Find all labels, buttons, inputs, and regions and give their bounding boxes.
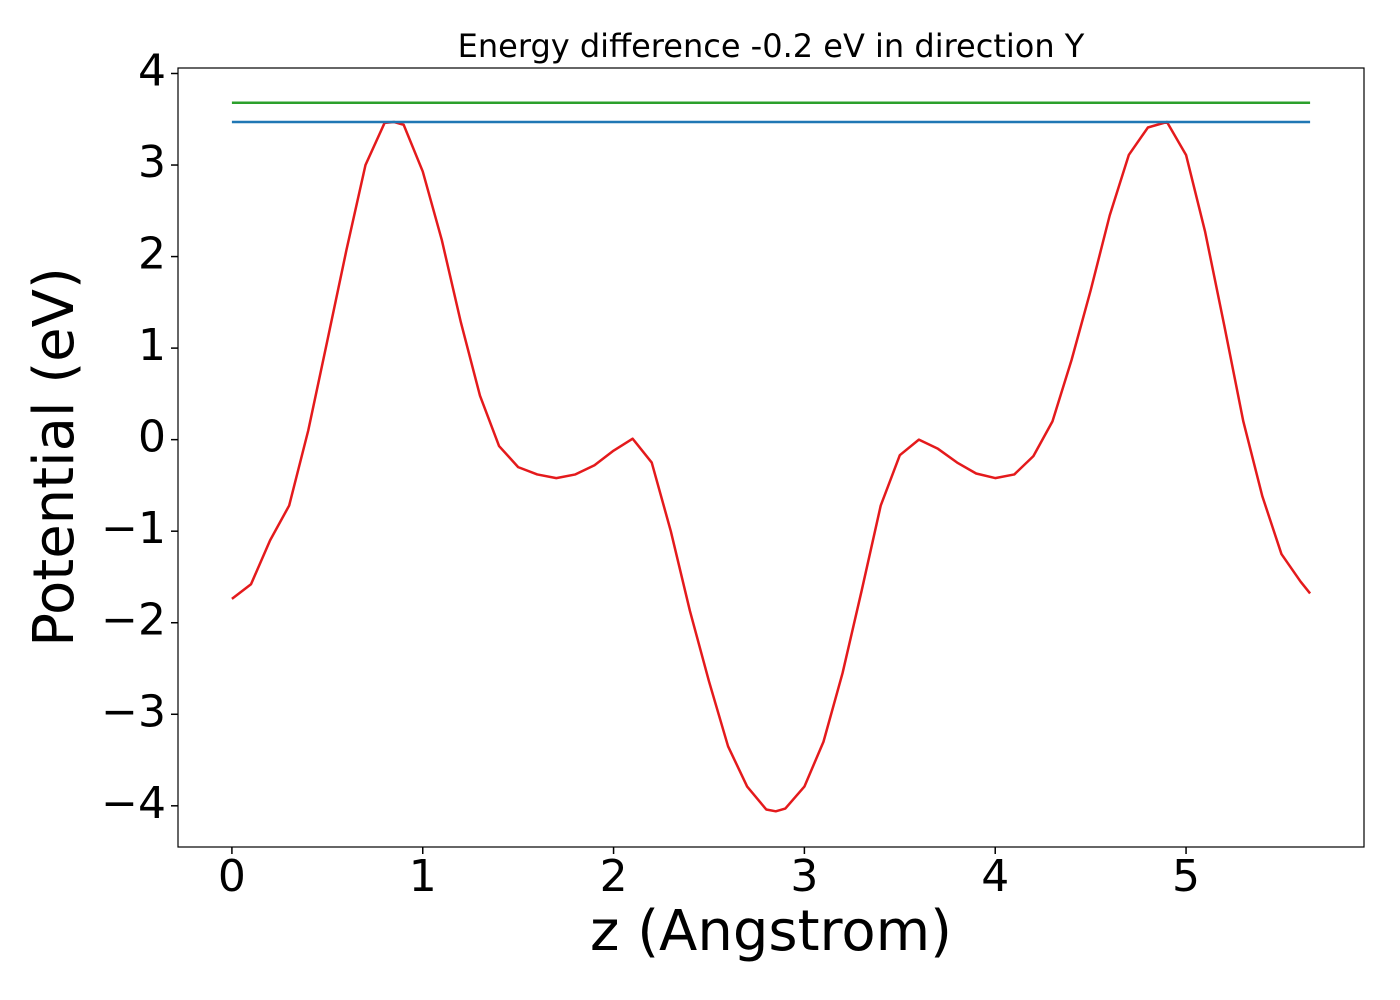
y-tick-label: 4 bbox=[138, 45, 166, 96]
x-tick-label: 4 bbox=[981, 851, 1009, 902]
x-tick-label: 1 bbox=[409, 851, 437, 902]
y-tick-label: 0 bbox=[138, 412, 166, 463]
line bbox=[231, 120, 1312, 813]
y-tick-label: 2 bbox=[138, 229, 166, 280]
plot-frame bbox=[177, 67, 1365, 848]
x-tick-label: 2 bbox=[600, 851, 628, 902]
y-tick-label: 1 bbox=[138, 320, 166, 371]
y-tick-label: −3 bbox=[101, 686, 166, 737]
x-tick-label: 5 bbox=[1172, 851, 1200, 902]
y-axis-label: Potential (eV) bbox=[22, 267, 87, 647]
y-tick-label: −4 bbox=[101, 778, 166, 829]
x-axis-label: z (Angstrom) bbox=[590, 899, 952, 964]
y-tick-label: 3 bbox=[138, 137, 166, 188]
chart-title: Energy difference -0.2 eV in direction Y bbox=[458, 27, 1085, 65]
x-tick-label: 0 bbox=[218, 851, 246, 902]
y-tick-label: −2 bbox=[101, 595, 166, 646]
y-tick-label: −1 bbox=[101, 503, 166, 554]
x-tick-label: 3 bbox=[790, 851, 818, 902]
